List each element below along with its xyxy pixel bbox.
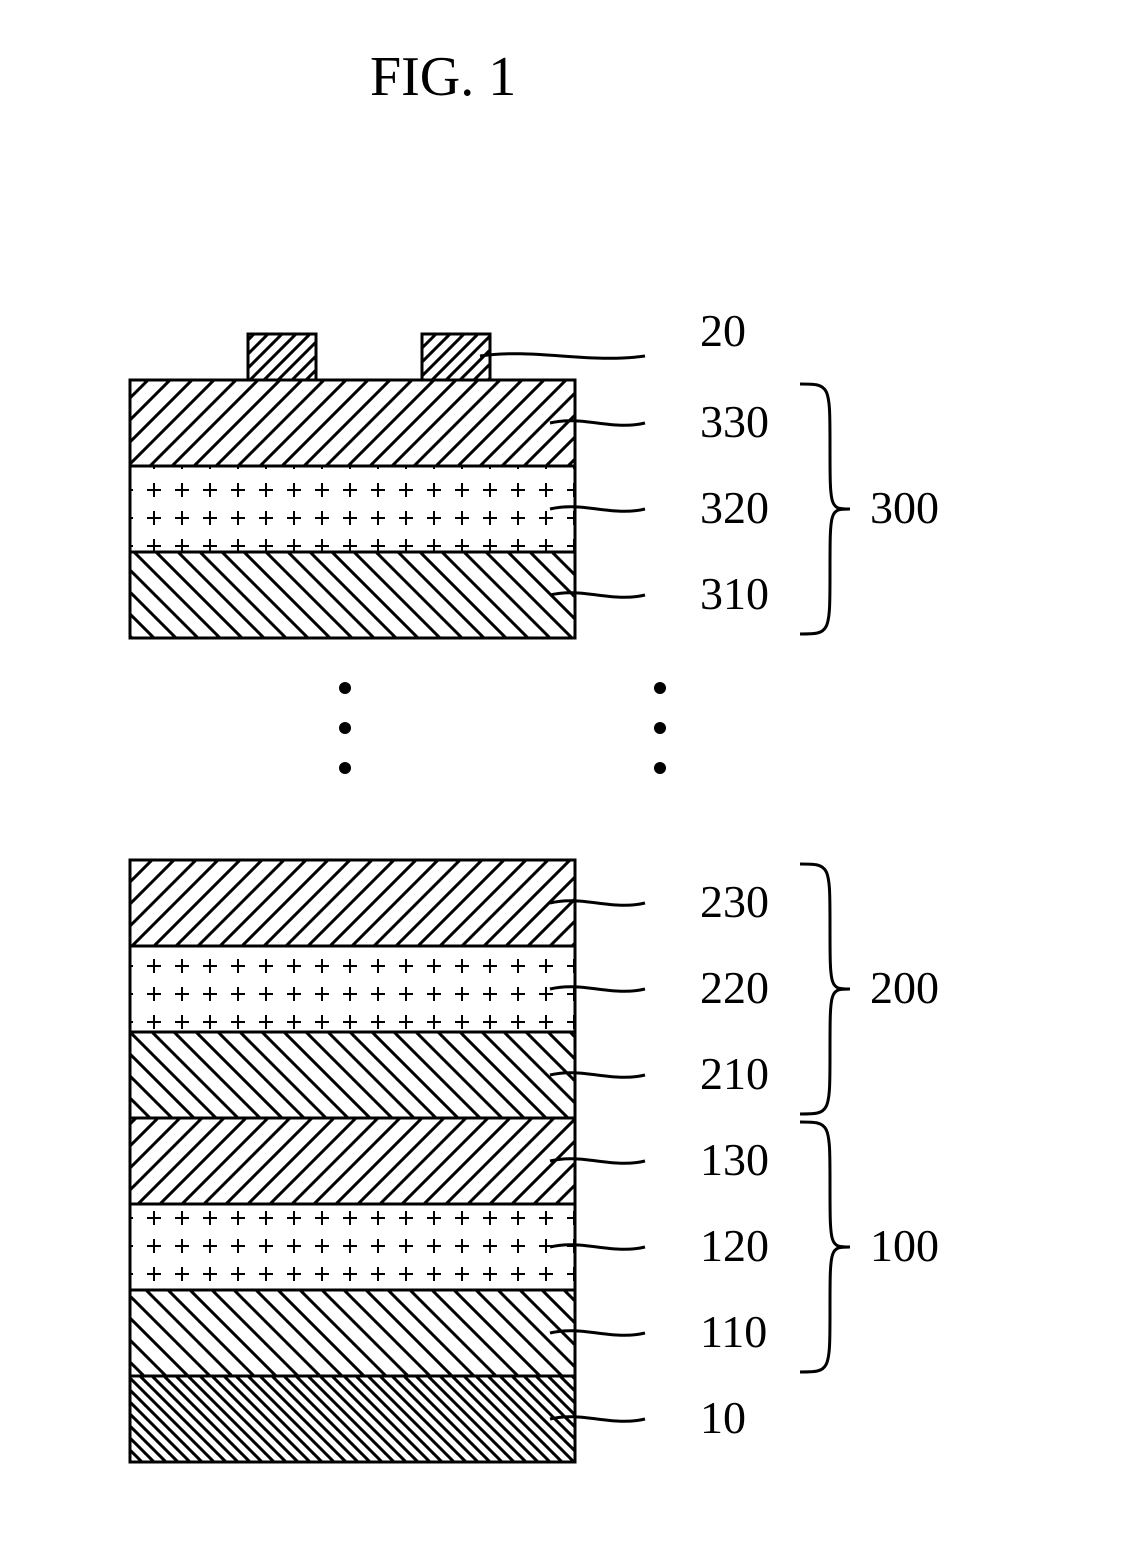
leader-line: [480, 354, 645, 359]
ellipsis-dot: [339, 722, 351, 734]
label-130: 130: [700, 1133, 769, 1186]
diagram-svg: [0, 0, 1135, 1565]
label-310: 310: [700, 567, 769, 620]
group-label-200: 200: [870, 961, 939, 1014]
layer-310: [130, 552, 575, 638]
label-320: 320: [700, 481, 769, 534]
label-210: 210: [700, 1047, 769, 1100]
layer-130: [130, 1118, 575, 1204]
group-label-100: 100: [870, 1219, 939, 1272]
ellipsis-dot: [654, 762, 666, 774]
brace-200: [800, 864, 850, 1114]
layer-230: [130, 860, 575, 946]
label-230: 230: [700, 875, 769, 928]
layer-10: [130, 1376, 575, 1462]
label-110: 110: [700, 1305, 767, 1358]
ellipsis-dot: [339, 762, 351, 774]
ellipsis-dot: [654, 682, 666, 694]
ellipsis-dot: [654, 722, 666, 734]
figure-stage: FIG. 1 20 330 320 310 230 220 210 130 120 110 10 30…: [0, 0, 1135, 1565]
layer-320: [130, 466, 575, 552]
label-10: 10: [700, 1391, 746, 1444]
layer-120: [130, 1204, 575, 1290]
label-330: 330: [700, 395, 769, 448]
layer-220: [130, 946, 575, 1032]
layer-110: [130, 1290, 575, 1376]
layer-210: [130, 1032, 575, 1118]
top-contact-right: [422, 334, 490, 380]
brace-100: [800, 1122, 850, 1372]
figure-title: FIG. 1: [370, 45, 516, 109]
layer-330: [130, 380, 575, 466]
top-contact-left: [248, 334, 316, 380]
label-220: 220: [700, 961, 769, 1014]
brace-300: [800, 384, 850, 634]
group-label-300: 300: [870, 481, 939, 534]
label-20: 20: [700, 304, 746, 357]
ellipsis-dot: [339, 682, 351, 694]
label-120: 120: [700, 1219, 769, 1272]
